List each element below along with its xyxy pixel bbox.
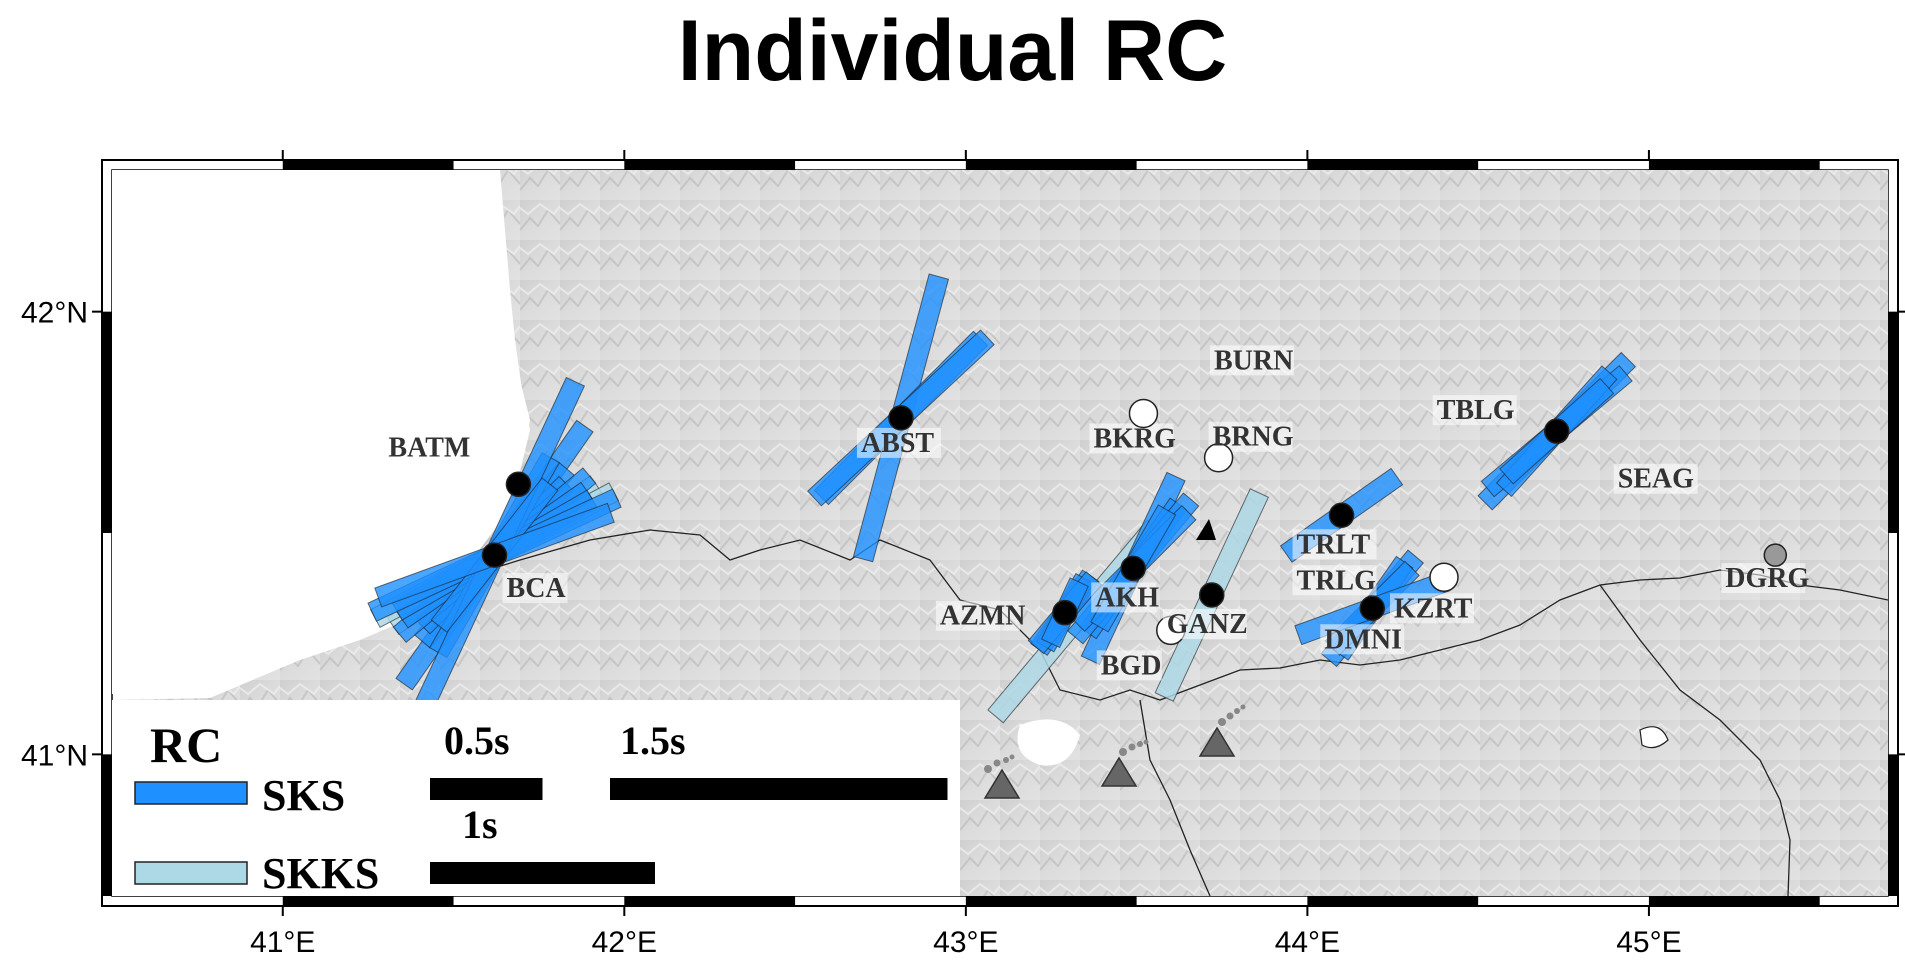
station-label: AKH (1095, 582, 1159, 613)
frame-band (624, 160, 796, 170)
station-label-bg (1390, 593, 1474, 624)
station-label: TRLG (1297, 565, 1377, 596)
frame-band (102, 754, 112, 896)
lake (1639, 726, 1669, 749)
station-label-bg (1089, 423, 1174, 454)
station-marker (481, 542, 508, 568)
legend-skks-label: SKKS (262, 849, 379, 898)
station-label: TRLT (1297, 529, 1371, 560)
station-label: BCA (507, 573, 567, 604)
station-marker (1203, 442, 1234, 473)
station-label: AZMN (940, 601, 1026, 632)
volcano-icon (1100, 756, 1138, 787)
y-tick-label: 41°N (21, 739, 88, 772)
scale-bar (430, 862, 655, 884)
station-label-bg (1292, 529, 1377, 560)
scale-bar-label: 0.5s (444, 718, 510, 763)
x-tick-label: 44°E (1275, 926, 1340, 959)
frame-band (1648, 896, 1820, 906)
station-label: GANZ (1167, 609, 1248, 640)
station-marker (1120, 555, 1146, 582)
station-label: BATM (388, 432, 470, 463)
scale-bar-label: 1.5s (620, 718, 686, 763)
station-marker (1543, 418, 1570, 444)
scale-bar (610, 778, 948, 800)
station-marker (1359, 595, 1386, 622)
map-axes: 41°E 42°E 43°E 44°E 45°E 41°N 42°N (21, 150, 1905, 959)
frame-band (1307, 160, 1479, 170)
station-label-bg (1320, 624, 1405, 655)
station-label: BGD (1101, 650, 1162, 681)
legend-skks-swatch (134, 861, 248, 885)
station-marker (1199, 582, 1225, 608)
lake (1017, 719, 1080, 766)
station-marker (1052, 599, 1078, 626)
station-label-bg (1292, 565, 1377, 596)
station-label-bg (1096, 650, 1162, 681)
volcano-dots (984, 704, 1246, 773)
frame-band (282, 896, 454, 906)
station-label-bg (384, 432, 469, 463)
volcano-icon (1198, 726, 1236, 757)
station-label: DMNI (1324, 624, 1402, 655)
frame-band (1648, 160, 1820, 170)
station-label: KZRT (1394, 593, 1473, 624)
station-label: BRNG (1213, 422, 1294, 453)
scale-bar (430, 778, 543, 800)
station-marker (1128, 398, 1159, 429)
station-label-bg (1432, 395, 1517, 426)
station-marker (505, 471, 532, 498)
frame-band (965, 160, 1137, 170)
station-label: ABST (861, 428, 934, 459)
x-tick-label: 43°E (933, 926, 998, 959)
station-label: DGRG (1725, 563, 1809, 594)
legend-title: RC (150, 717, 222, 773)
frame-band (965, 896, 1137, 906)
station-label-bg (1210, 345, 1294, 376)
station-triangle-icon (1196, 519, 1216, 540)
station-label-bg (1162, 608, 1247, 639)
legend-sks-swatch (134, 781, 248, 805)
legend-sks-label: SKS (262, 771, 345, 820)
station-label: SEAG (1618, 464, 1694, 495)
x-tick-label: 45°E (1616, 926, 1681, 959)
station-label-bg (1721, 563, 1806, 594)
scale-bars: 0.5s 1.5s 1s (430, 718, 948, 884)
station-label: BKRG (1093, 423, 1176, 454)
y-tick-label: 42°N (21, 297, 88, 330)
figure-title: Individual RC (677, 3, 1228, 99)
frame-band (282, 160, 454, 170)
station-label: TBLG (1437, 395, 1515, 426)
station-label-bg (935, 600, 1020, 631)
station-marker (1763, 543, 1788, 567)
station-label: BURN (1214, 345, 1293, 376)
legend: RC SKS SKKS 0.5s 1.5s 1s (112, 700, 960, 898)
border-line (439, 529, 1888, 701)
station-label-bg (502, 573, 568, 604)
frame-band (1888, 754, 1898, 896)
scale-bar-label: 1s (462, 802, 498, 847)
station-marker (1429, 562, 1459, 593)
station-label-bg (1091, 582, 1157, 613)
volcano-icon (983, 768, 1021, 799)
station-marker (888, 405, 914, 431)
station-label-bg (856, 427, 941, 458)
border-line (1599, 584, 1791, 896)
frame-band (1888, 311, 1898, 533)
frame-band (1307, 896, 1479, 906)
station-marker (1328, 502, 1355, 529)
x-tick-label: 42°E (592, 926, 657, 959)
station-label-bg (1613, 463, 1698, 494)
frame-band (624, 896, 796, 906)
frame-band (102, 311, 112, 533)
x-tick-label: 41°E (250, 926, 315, 959)
black-sea (112, 170, 530, 694)
